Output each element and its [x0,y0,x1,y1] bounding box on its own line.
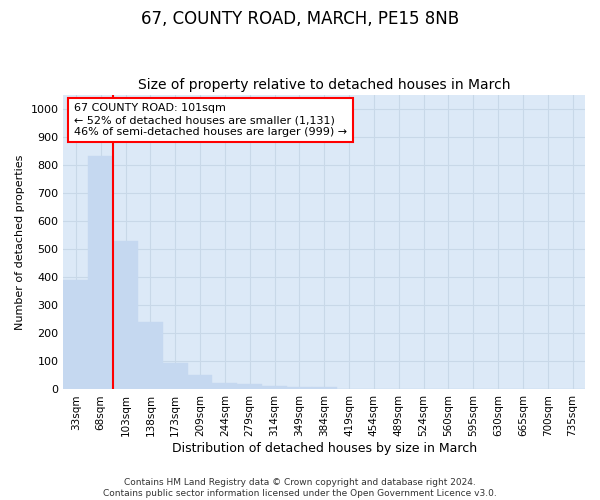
Text: 67, COUNTY ROAD, MARCH, PE15 8NB: 67, COUNTY ROAD, MARCH, PE15 8NB [141,10,459,28]
Bar [163,363,188,390]
Bar [138,322,163,390]
Bar [262,386,287,390]
Bar [113,240,138,390]
Bar [237,384,262,390]
Title: Size of property relative to detached houses in March: Size of property relative to detached ho… [138,78,511,92]
Bar [287,387,312,390]
Y-axis label: Number of detached properties: Number of detached properties [15,154,25,330]
Bar [88,156,113,390]
X-axis label: Distribution of detached houses by size in March: Distribution of detached houses by size … [172,442,477,455]
Text: Contains HM Land Registry data © Crown copyright and database right 2024.
Contai: Contains HM Land Registry data © Crown c… [103,478,497,498]
Bar [212,384,237,390]
Bar [64,280,88,390]
Bar [188,375,212,390]
Bar [312,387,337,390]
Text: 67 COUNTY ROAD: 101sqm
← 52% of detached houses are smaller (1,131)
46% of semi-: 67 COUNTY ROAD: 101sqm ← 52% of detached… [74,104,347,136]
